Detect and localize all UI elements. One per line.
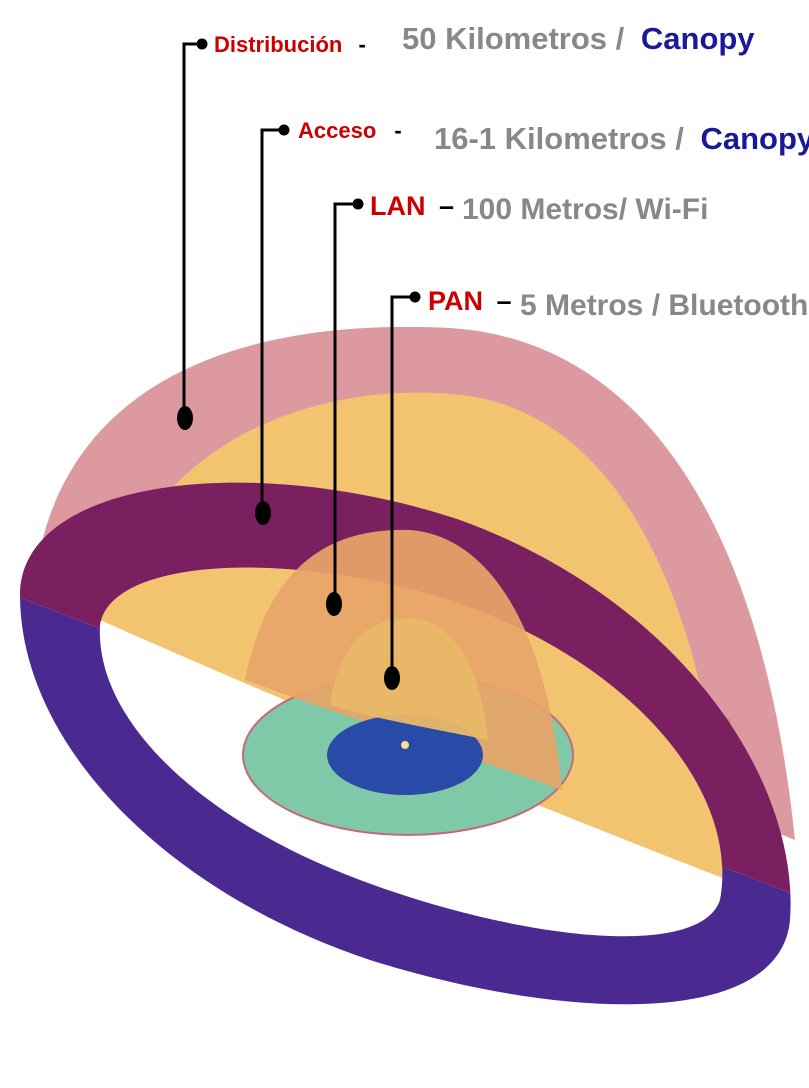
distribucion-label: Distribución - (214, 32, 366, 57)
distribucion-leader-line (182, 42, 200, 418)
lan-leader-line (333, 202, 356, 604)
acceso-name: Acceso (298, 118, 376, 143)
lan-leader-end-dot (326, 592, 342, 616)
acceso-leader-end-dot (255, 501, 271, 525)
distribucion-leader-end-dot (177, 406, 193, 430)
lan-name: LAN (370, 191, 426, 221)
pan-name: PAN (428, 286, 483, 316)
acceso-spec: 16-1 Kilometros / Canopy (434, 121, 809, 156)
acceso-dash: - (394, 118, 401, 143)
pan-center-dot (401, 741, 409, 749)
leader-dots (177, 38, 421, 690)
acceso-range: 16-1 Kilometros / (434, 121, 684, 156)
pan-dash: – (497, 286, 512, 316)
lan-spec: 100 Metros/ Wi-Fi (462, 193, 708, 226)
lan-range: 100 Metros/ Wi-Fi (462, 193, 708, 226)
pan-dome (330, 618, 488, 740)
distribucion-leader-top-dot (196, 38, 208, 50)
distribucion-spec: 50 Kilometros / Canopy (402, 21, 755, 56)
lan-label: LAN – (370, 191, 454, 221)
acceso-label: Acceso - (298, 118, 402, 143)
acceso-leader-line (260, 128, 282, 512)
lan-leader-top-dot (352, 198, 364, 210)
pan-label: PAN – (428, 286, 512, 316)
pan-disc (327, 715, 483, 795)
acceso-leader-top-dot (278, 124, 290, 136)
pan-leader-top-dot (409, 291, 421, 303)
distribucion-range: 50 Kilometros / (402, 21, 625, 56)
leader-lines (182, 42, 413, 678)
pan-spec: 5 Metros / Bluetooth (520, 289, 808, 322)
acceso-tech: Canopy (700, 121, 809, 156)
lan-dash: – (439, 191, 454, 221)
pan-range: 5 Metros / Bluetooth (520, 289, 808, 322)
pan-leader-end-dot (384, 666, 400, 690)
distribucion-dash: - (358, 32, 365, 57)
distribucion-tech: Canopy (641, 21, 755, 56)
distribucion-name: Distribución (214, 32, 342, 57)
pan-leader-line (390, 295, 413, 678)
